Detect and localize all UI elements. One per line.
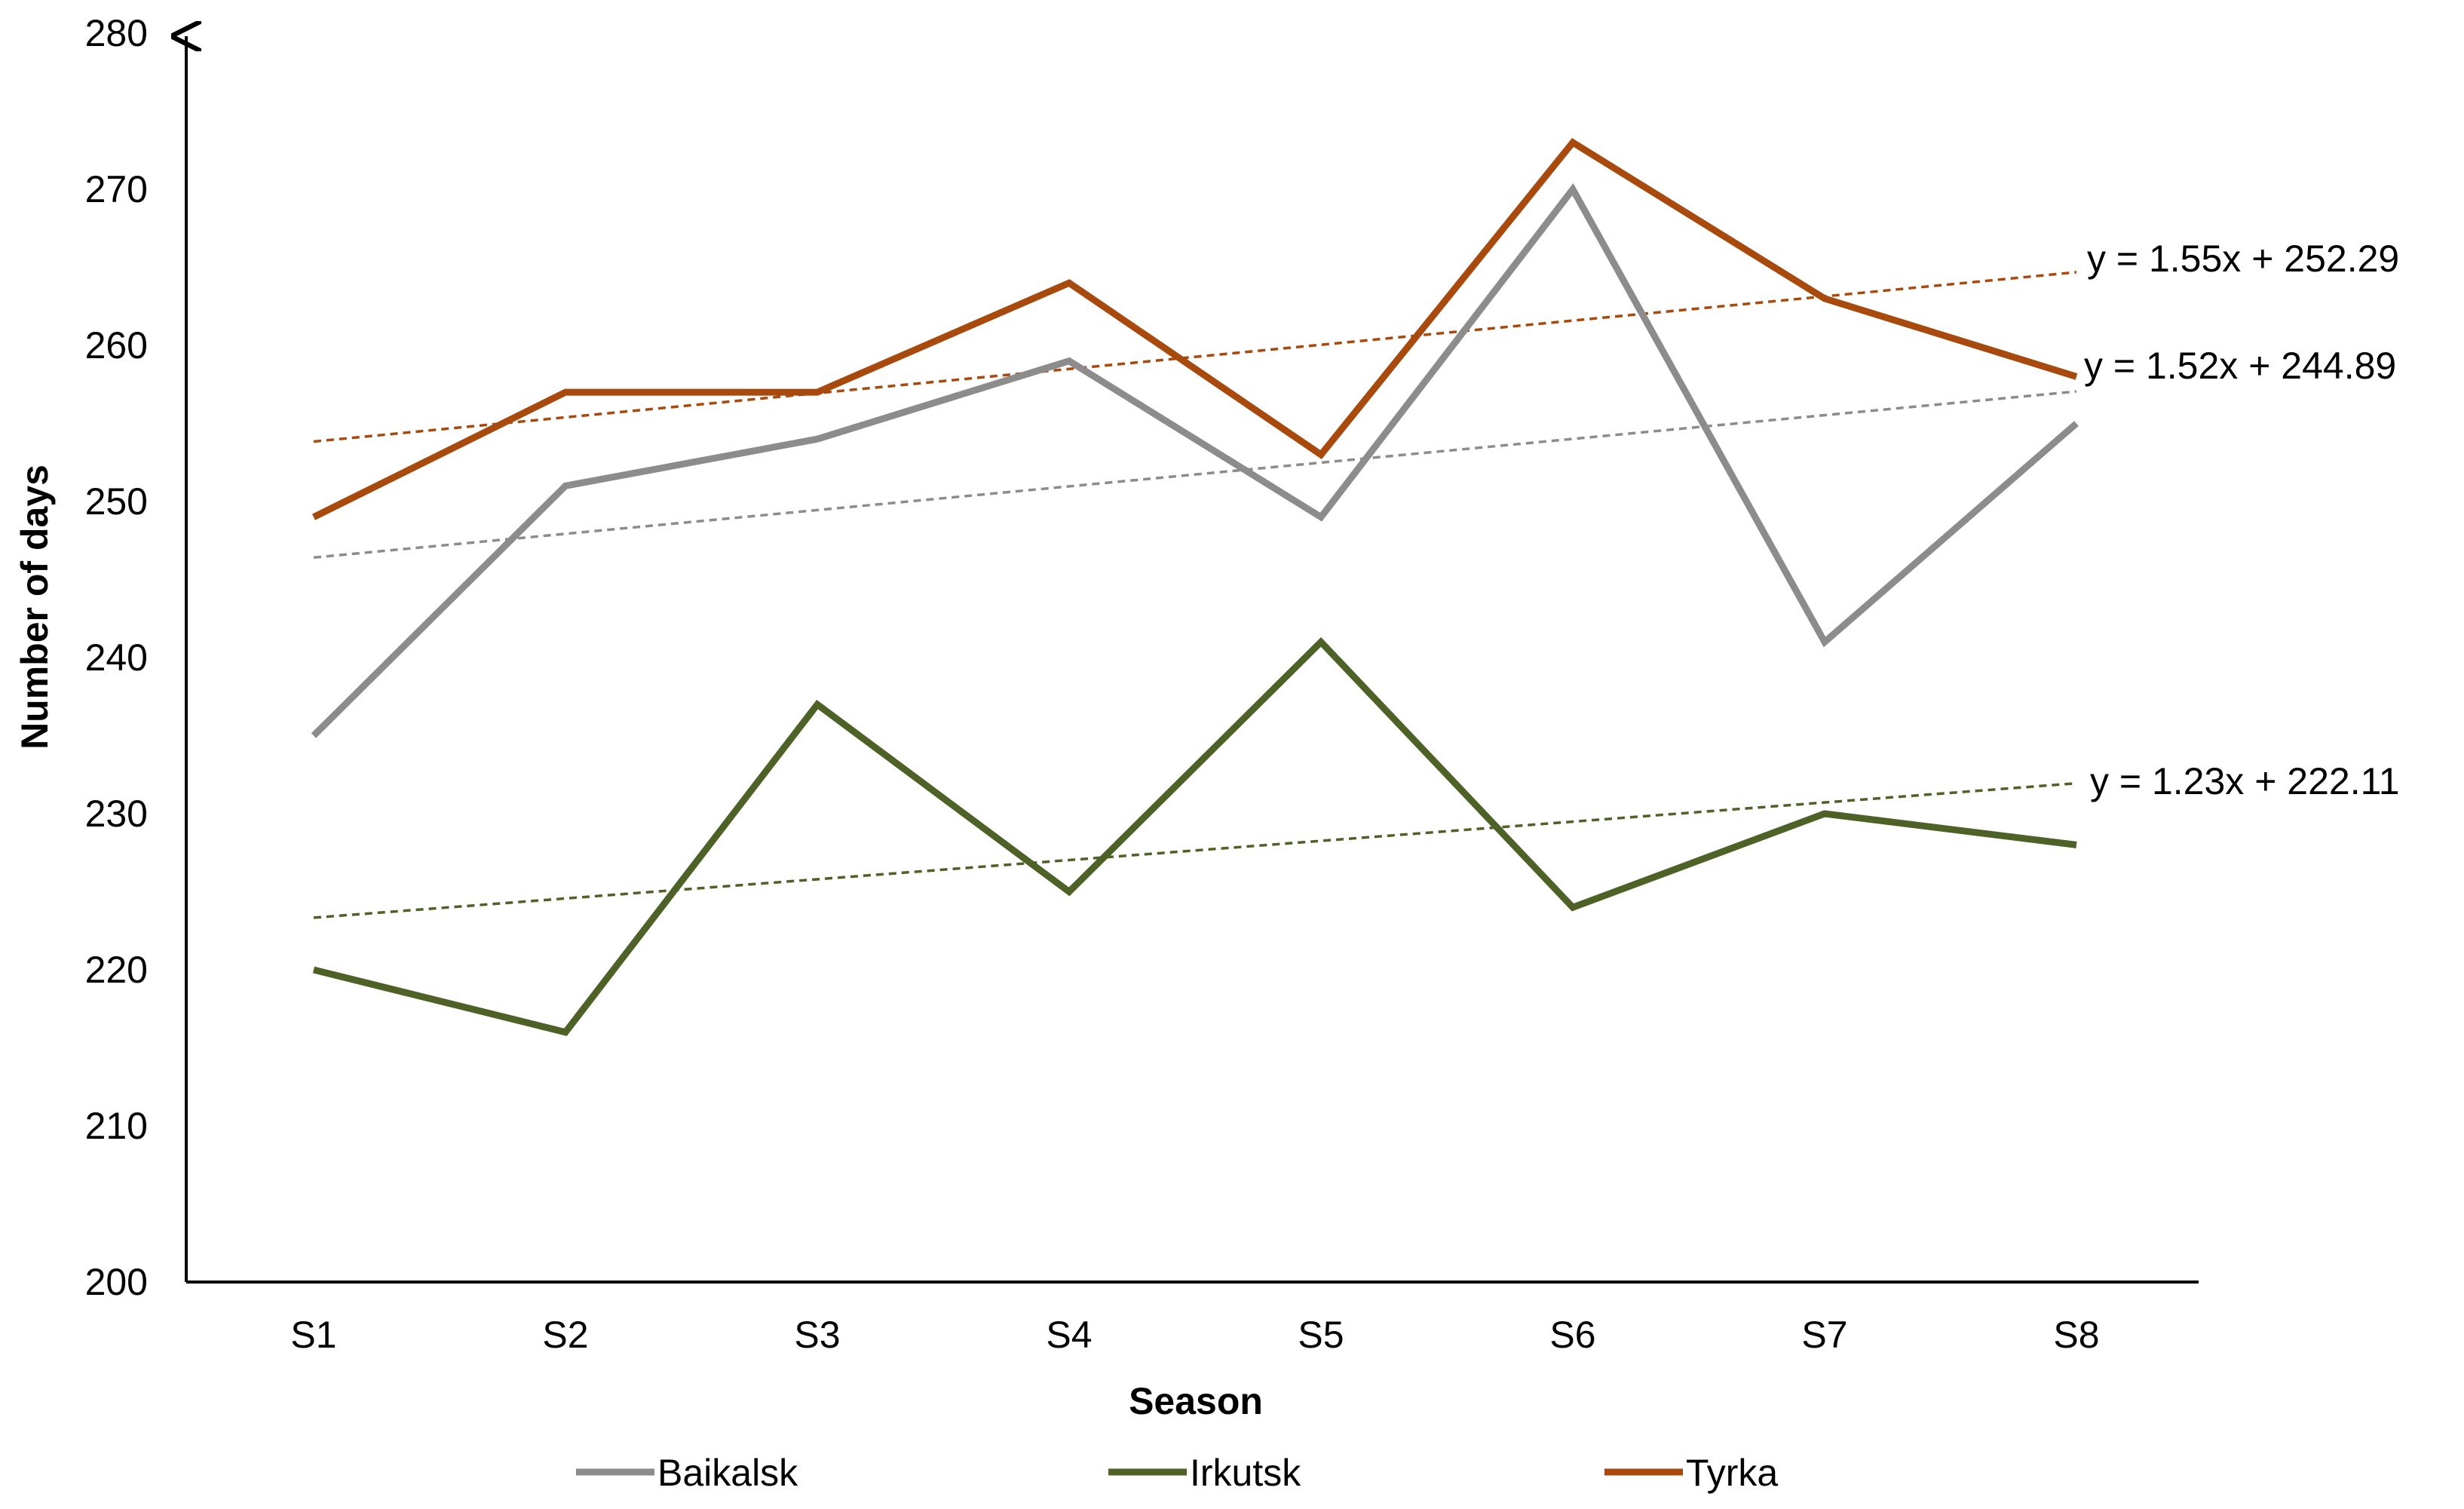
y-tick-label: 220	[85, 949, 148, 991]
y-tick-label: 200	[85, 1261, 148, 1303]
x-tick-label: S2	[542, 1314, 588, 1356]
trendline-tyrka	[313, 271, 2077, 443]
y-tick-label: 270	[85, 168, 148, 210]
legend: Baikalsk Irkutsk Tyrka	[576, 1452, 1778, 1494]
y-axis-title: Number of days	[14, 465, 56, 750]
x-tick-label: S3	[794, 1314, 840, 1356]
y-tick-label: 230	[85, 793, 148, 835]
trendline-baikalsk	[313, 390, 2077, 560]
series-line-baikalsk	[311, 182, 2079, 738]
x-tick-label: S4	[1046, 1314, 1092, 1356]
trendline-equation-baikalsk: y = 1.52x + 244.89	[2084, 345, 2396, 387]
y-tick-label: 260	[85, 324, 148, 367]
x-tick-label: S8	[2053, 1314, 2099, 1356]
series-line-tyrka	[312, 137, 2078, 520]
y-tick-labels: 200 210 220 230 240 250 260 270 280	[85, 12, 148, 1303]
x-tick-label: S7	[1801, 1314, 1847, 1356]
x-tick-labels: S1 S2 S3 S4 S5 S6 S7 S8	[290, 1314, 2099, 1356]
x-tick-label: S6	[1549, 1314, 1595, 1356]
y-tick-label: 250	[85, 480, 148, 523]
y-tick-label: 240	[85, 636, 148, 679]
x-tick-label: S1	[290, 1314, 336, 1356]
series-lines-group	[311, 137, 2079, 1036]
y-tick-label: 280	[85, 12, 148, 54]
trendline-irkutsk	[313, 781, 2077, 919]
trendlines-group	[313, 271, 2077, 919]
trendline-equation-irkutsk: y = 1.23x + 222.11	[2090, 760, 2400, 802]
y-tick-label: 210	[85, 1105, 148, 1147]
legend-label-tyrka: Tyrka	[1686, 1452, 1778, 1494]
trendline-equation-tyrka: y = 1.55x + 252.29	[2087, 238, 2399, 280]
legend-label-irkutsk: Irkutsk	[1190, 1452, 1301, 1494]
x-axis-title: Season	[1129, 1380, 1263, 1422]
legend-label-baikalsk: Baikalsk	[657, 1452, 798, 1494]
trendline-equation-labels: y = 1.52x + 244.89 y = 1.23x + 222.11 y = …	[2084, 238, 2400, 802]
series-line-irkutsk	[312, 636, 2077, 1036]
x-tick-label: S5	[1298, 1314, 1344, 1356]
